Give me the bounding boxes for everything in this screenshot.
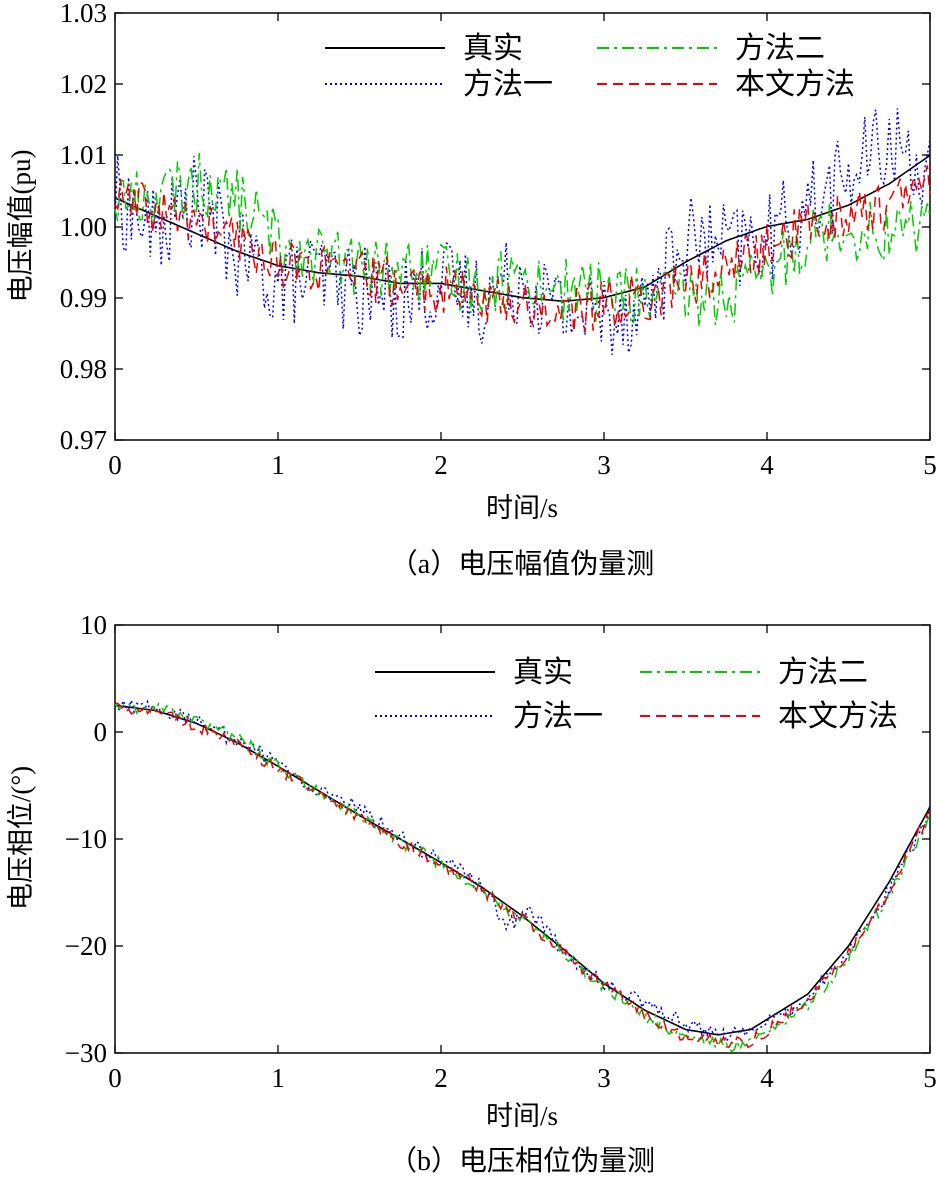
x-tick-label: 0 [108,1063,122,1093]
y-axis-ticks: −30 −20 −10 0 10 [65,610,930,1068]
x-axis-ticks: 0 1 2 3 4 5 [108,13,937,480]
y-tick-label: 1.03 [60,0,107,28]
y-tick-label: 1.01 [60,140,107,170]
y-tick-label: −30 [65,1038,107,1068]
chart-a: 0 1 2 3 4 5 0.97 0.98 0.99 1.00 1.01 1.02 1.03 时间/s… [6,0,937,580]
x-tick-label: 3 [597,1063,611,1093]
y-axis-label: 电压幅值(pu) [6,150,36,303]
chart-b: 0 1 2 3 4 5 −30 −20 −10 0 10 时间/s 电压相位/(°) （b）电压相… [6,610,937,1177]
y-tick-label: 0.97 [60,425,107,455]
panel-caption: （a）电压幅值伪量测 [390,548,654,580]
plot-frame [114,624,931,1054]
x-tick-label: 2 [434,1063,448,1093]
y-tick-label: −10 [65,824,107,854]
series-line-2 [114,698,931,1044]
legend-label: 方法二 [778,656,868,689]
x-tick-label: 1 [271,450,285,480]
y-axis-ticks: 0.97 0.98 0.99 1.00 1.01 1.02 1.03 [60,0,930,455]
x-tick-label: 4 [760,450,774,480]
series-line-3 [114,153,931,328]
series-layer [114,108,931,355]
y-tick-label: 1.02 [60,69,107,99]
x-tick-label: 4 [760,1063,774,1093]
x-tick-label: 0 [108,450,122,480]
y-axis-label: 电压相位/(°) [6,766,36,910]
y-tick-label: 0.98 [60,354,107,384]
y-tick-label: 0 [94,717,108,747]
legend-label: 方法二 [735,32,825,65]
series-layer [114,698,931,1053]
y-tick-label: 0.99 [60,283,107,313]
x-tick-label: 3 [597,450,611,480]
legend-label: 本文方法 [735,68,855,101]
legend-label: 方法一 [513,700,603,733]
x-tick-label: 5 [923,1063,937,1093]
legend-label: 本文方法 [778,700,898,733]
legend-label: 真实 [463,32,523,65]
y-tick-label: −20 [65,931,107,961]
x-tick-label: 2 [434,450,448,480]
x-tick-label: 1 [271,1063,285,1093]
series-line-1 [114,704,931,1036]
x-axis-label: 时间/s [486,1101,558,1131]
x-tick-label: 5 [923,450,937,480]
panel-caption: （b）电压相位伪量测 [389,1145,655,1177]
series-line-4 [114,165,931,333]
legend-label: 真实 [513,656,573,689]
series-line-4 [114,702,931,1049]
legend-label: 方法一 [463,68,553,101]
y-tick-label: 10 [80,610,107,640]
x-axis-label: 时间/s [486,493,558,523]
x-axis-ticks: 0 1 2 3 4 5 [108,625,937,1093]
y-tick-label: 1.00 [60,212,107,242]
series-line-2 [114,108,931,355]
